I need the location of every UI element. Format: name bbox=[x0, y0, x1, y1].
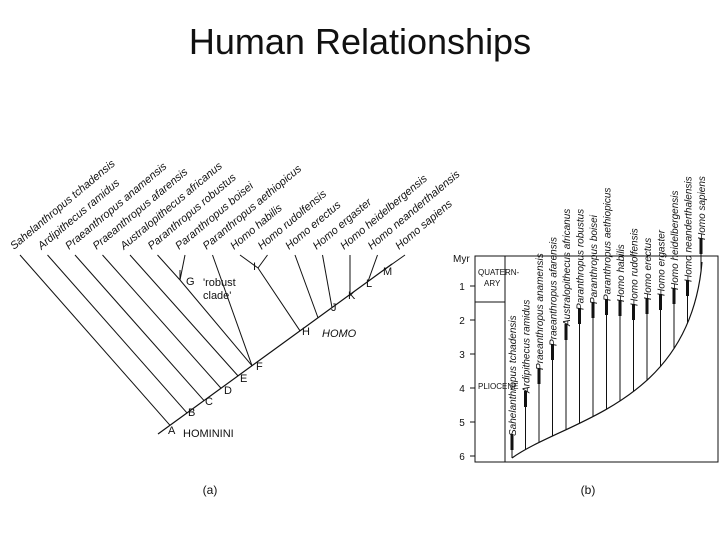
node-label: E bbox=[240, 373, 247, 385]
epoch-label: PLIOCENE bbox=[478, 382, 518, 391]
species-label: Ardipithecus ramidus bbox=[522, 300, 533, 394]
species-label: Paranthropus boisei bbox=[589, 214, 600, 304]
species-label: Homo erectus bbox=[643, 238, 654, 300]
axis-label: Myr bbox=[453, 254, 470, 265]
branch bbox=[157, 254, 181, 281]
node-label: K bbox=[348, 290, 356, 302]
caption: (a) bbox=[203, 483, 218, 497]
node-label: J bbox=[331, 302, 337, 314]
species-label: Homo habilis bbox=[616, 244, 627, 302]
species-label: Homo sapiens bbox=[697, 176, 708, 240]
species-label: Sahelanthropus tchadensis bbox=[508, 315, 519, 436]
epoch-label: ARY bbox=[484, 279, 501, 288]
branch bbox=[102, 254, 222, 389]
clade-label: clade' bbox=[203, 290, 231, 302]
branch bbox=[383, 254, 406, 271]
branch bbox=[257, 267, 301, 332]
species-label: Homo heidelbergensis bbox=[670, 190, 681, 290]
branch bbox=[257, 254, 268, 269]
clade-label: HOMO bbox=[322, 328, 357, 340]
species-label: Praeanthropus afarensis bbox=[549, 237, 560, 346]
node-label: D bbox=[224, 385, 232, 397]
branch bbox=[129, 254, 239, 377]
title: Human Relationships bbox=[189, 21, 531, 62]
clade-label: 'robust bbox=[203, 277, 236, 289]
branch bbox=[74, 254, 205, 401]
tick-label: 4 bbox=[459, 384, 465, 395]
species-label: Australopithecus africanus bbox=[562, 209, 573, 327]
branch bbox=[294, 254, 319, 318]
branch bbox=[47, 254, 188, 414]
trunk-curve bbox=[511, 261, 703, 459]
clade-label: HOMININI bbox=[183, 428, 234, 440]
node-label: M bbox=[383, 266, 392, 278]
tick-label: 1 bbox=[459, 282, 465, 293]
species-label: Praeanthropus anamensis bbox=[535, 253, 546, 370]
node-label: C bbox=[205, 396, 213, 408]
branch bbox=[322, 254, 333, 308]
species-label: Paranthropus aethiopicus bbox=[603, 188, 614, 301]
node-label: H bbox=[302, 326, 310, 338]
epoch-label: QUATERN- bbox=[478, 268, 520, 277]
caption: (b) bbox=[581, 483, 596, 497]
tick-label: 5 bbox=[459, 418, 465, 429]
time-box bbox=[474, 255, 719, 463]
tick-label: 3 bbox=[459, 350, 465, 361]
species-label: Paranthropus robustus bbox=[576, 209, 587, 310]
species-label: Homo rudolfensis bbox=[630, 228, 641, 306]
branch bbox=[239, 254, 259, 269]
species-label: Homo ergaster bbox=[657, 229, 668, 296]
trunk bbox=[157, 263, 393, 435]
node-label: L bbox=[366, 278, 372, 290]
tick-label: 6 bbox=[459, 452, 465, 463]
branch bbox=[19, 254, 171, 426]
branch bbox=[212, 254, 253, 366]
node-label: F bbox=[256, 361, 263, 373]
node-label: I bbox=[253, 261, 256, 273]
branch bbox=[179, 279, 253, 367]
tick-label: 2 bbox=[459, 316, 465, 327]
node-label: A bbox=[168, 425, 176, 437]
branch bbox=[179, 254, 186, 281]
node-label: G bbox=[186, 276, 195, 288]
branch bbox=[367, 254, 378, 282]
node-label: B bbox=[188, 407, 195, 419]
species-label: Homo neanderthalensis bbox=[684, 176, 695, 282]
